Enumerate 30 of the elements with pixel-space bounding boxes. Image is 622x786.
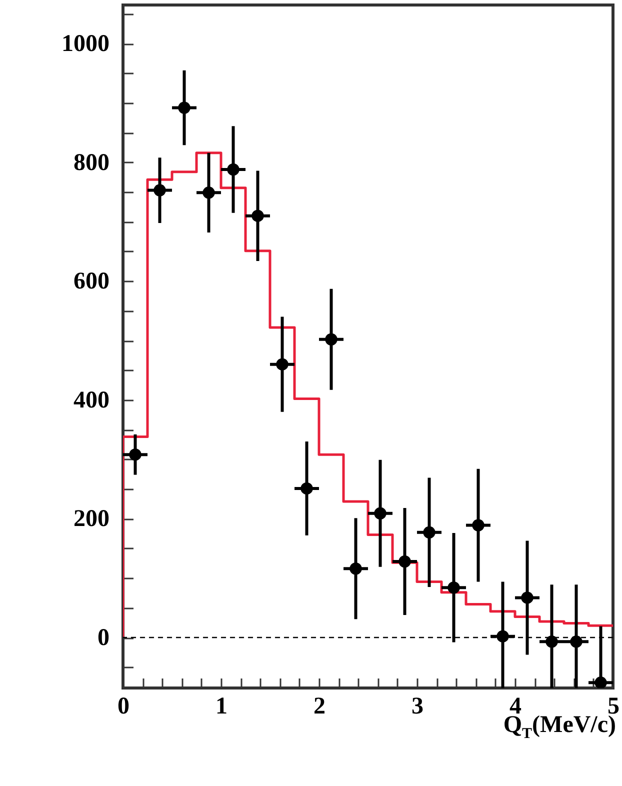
point [594, 676, 607, 688]
y-tick-label: 400 [74, 387, 110, 414]
point [300, 482, 313, 495]
y-tick-label: 0 [98, 625, 110, 652]
point [178, 102, 190, 114]
point [252, 210, 264, 222]
x-tick-label: 3 [412, 694, 424, 720]
point [325, 333, 338, 346]
point [276, 358, 288, 370]
point [521, 592, 534, 604]
point [423, 526, 436, 539]
point [448, 582, 460, 594]
y-tick-label: 800 [74, 150, 110, 176]
point [546, 636, 558, 648]
point [129, 448, 142, 461]
point [472, 519, 484, 532]
point [154, 184, 166, 196]
y-tick-label: 1000 [62, 31, 110, 58]
point [202, 186, 215, 199]
point [227, 163, 240, 176]
x-tick-label: 2 [314, 694, 326, 720]
point [398, 555, 411, 568]
x-tick-label: 0 [118, 694, 130, 720]
y-tick-label: 200 [74, 506, 110, 532]
point [350, 562, 362, 575]
point [496, 630, 509, 642]
point [374, 507, 386, 520]
y-tick-label: 600 [74, 268, 110, 295]
point [570, 636, 582, 648]
x-tick-label: 1 [216, 694, 228, 720]
